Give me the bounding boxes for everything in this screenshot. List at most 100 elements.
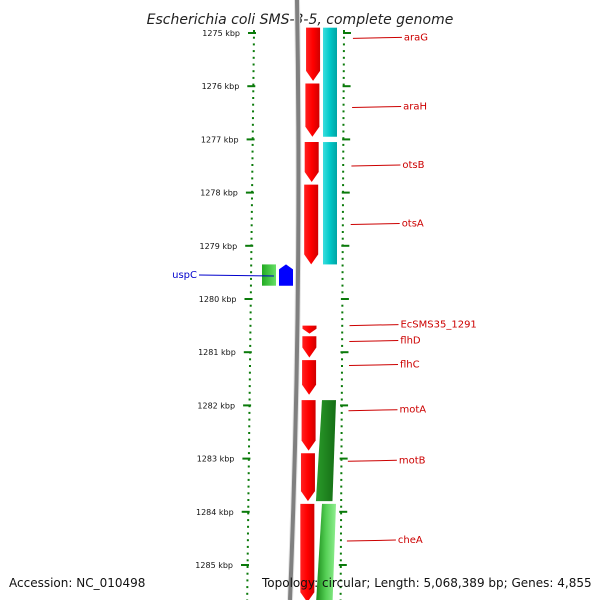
kbp-ticks: 1275 kbp 1276 kbp 1277 kbp 1278 kbp 1279 kbp… [195,29,351,570]
scale-dot [250,224,253,227]
scale-dot [342,143,345,146]
scale-dot [340,425,343,428]
scale-dot [249,344,252,347]
scale-dot [250,204,253,207]
scale-dot [246,559,249,562]
scale-dot [342,43,345,46]
scale-dot [248,445,251,448]
tick-mark-left [245,191,254,194]
scale-dot [340,478,343,481]
scale-dot [247,472,250,475]
scale-dot [246,532,249,535]
scale-dot [252,70,255,73]
tick-mark-left [241,564,249,566]
scale-dot [342,184,345,187]
scale-dot [248,365,251,367]
scale-dot [246,566,249,568]
tick-mark-left [246,138,255,141]
scale-dot [250,217,253,220]
tick-label: 1279 kbp [199,242,237,251]
scale-dot [247,478,250,481]
scale-dot [341,358,344,361]
top-hit-block [323,27,337,137]
scale-dot [341,318,344,321]
tick-mark-left [243,404,252,407]
scale-dot [340,371,343,374]
scale-dot [247,519,250,522]
tick-mark-left [241,510,250,513]
scale-dot [252,83,255,86]
gene-label: flhD [400,336,421,347]
scale-dot [249,358,252,361]
scale-dot [251,137,254,140]
scale-dot [246,592,249,595]
gene-leader-line [350,223,400,226]
scale-dot [341,331,344,334]
scale-dot [248,438,251,441]
forward-cds-track [300,27,321,600]
scale-dot [252,110,255,113]
scale-dot [340,512,343,515]
gene-label: otsA [402,219,424,230]
scale-dot [340,505,343,508]
scale-dot [246,545,249,548]
scale-dot [249,324,252,327]
gene-label: EcSMS35_1291 [400,320,476,331]
scale-dot [247,525,250,528]
gene-label: motA [399,405,426,416]
gene-label: motB [399,455,426,466]
scale-dot [247,465,250,468]
tick-mark-right [338,564,347,566]
gene-label: araH [403,101,427,112]
scale-dot [340,485,343,488]
scale-dot [248,371,251,374]
gene-label: otsB [402,160,424,171]
scale-dot [251,150,254,153]
gene-label: araG [404,32,428,43]
scale-dot [342,56,345,59]
scale-dot [342,164,345,166]
scale-dot [248,378,251,381]
tick-mark-left [244,298,253,300]
scale-dot [342,137,345,140]
scale-dot [251,130,254,133]
scale-dot [342,36,345,39]
scale-dot [339,545,342,548]
scale-dot [342,110,345,113]
scale-dot [248,391,251,394]
gene-leader-line [351,164,401,167]
scale-dot [250,251,253,254]
forward-gene-arrow [302,360,317,395]
scale-dot [252,97,255,99]
scale-dot [250,257,253,260]
accession-text: Accession: NC_010498 [9,576,146,590]
tick-mark-right [340,404,349,407]
scale-dot [250,210,253,213]
scale-dot [247,505,250,508]
tick-label: 1276 kbp [202,82,240,91]
forward-gene-arrow [300,503,315,600]
forward-gene-arrow [302,325,317,334]
scale-dot [340,452,343,455]
scale-dot [246,586,249,589]
reverse-cds-track [262,264,293,286]
scale-dot [251,184,254,187]
scale-dot [340,438,343,441]
tick-mark-right [340,351,349,354]
scale-dot [249,318,252,321]
tick-mark-right [341,191,350,194]
scale-dot [248,418,251,421]
scale-dot [339,592,342,595]
scale-dot [248,425,251,428]
scale-dot [253,30,255,32]
scale-dot [247,485,250,488]
scale-dot [251,143,254,146]
scale-dot [340,418,343,421]
tick-label: 1282 kbp [197,401,235,410]
scale-dot [341,251,344,254]
scale-dot [251,164,254,166]
tick-mark-right [340,298,349,300]
tick-mark-left [245,244,254,247]
scale-dot [251,170,254,173]
scale-dot [246,552,249,555]
